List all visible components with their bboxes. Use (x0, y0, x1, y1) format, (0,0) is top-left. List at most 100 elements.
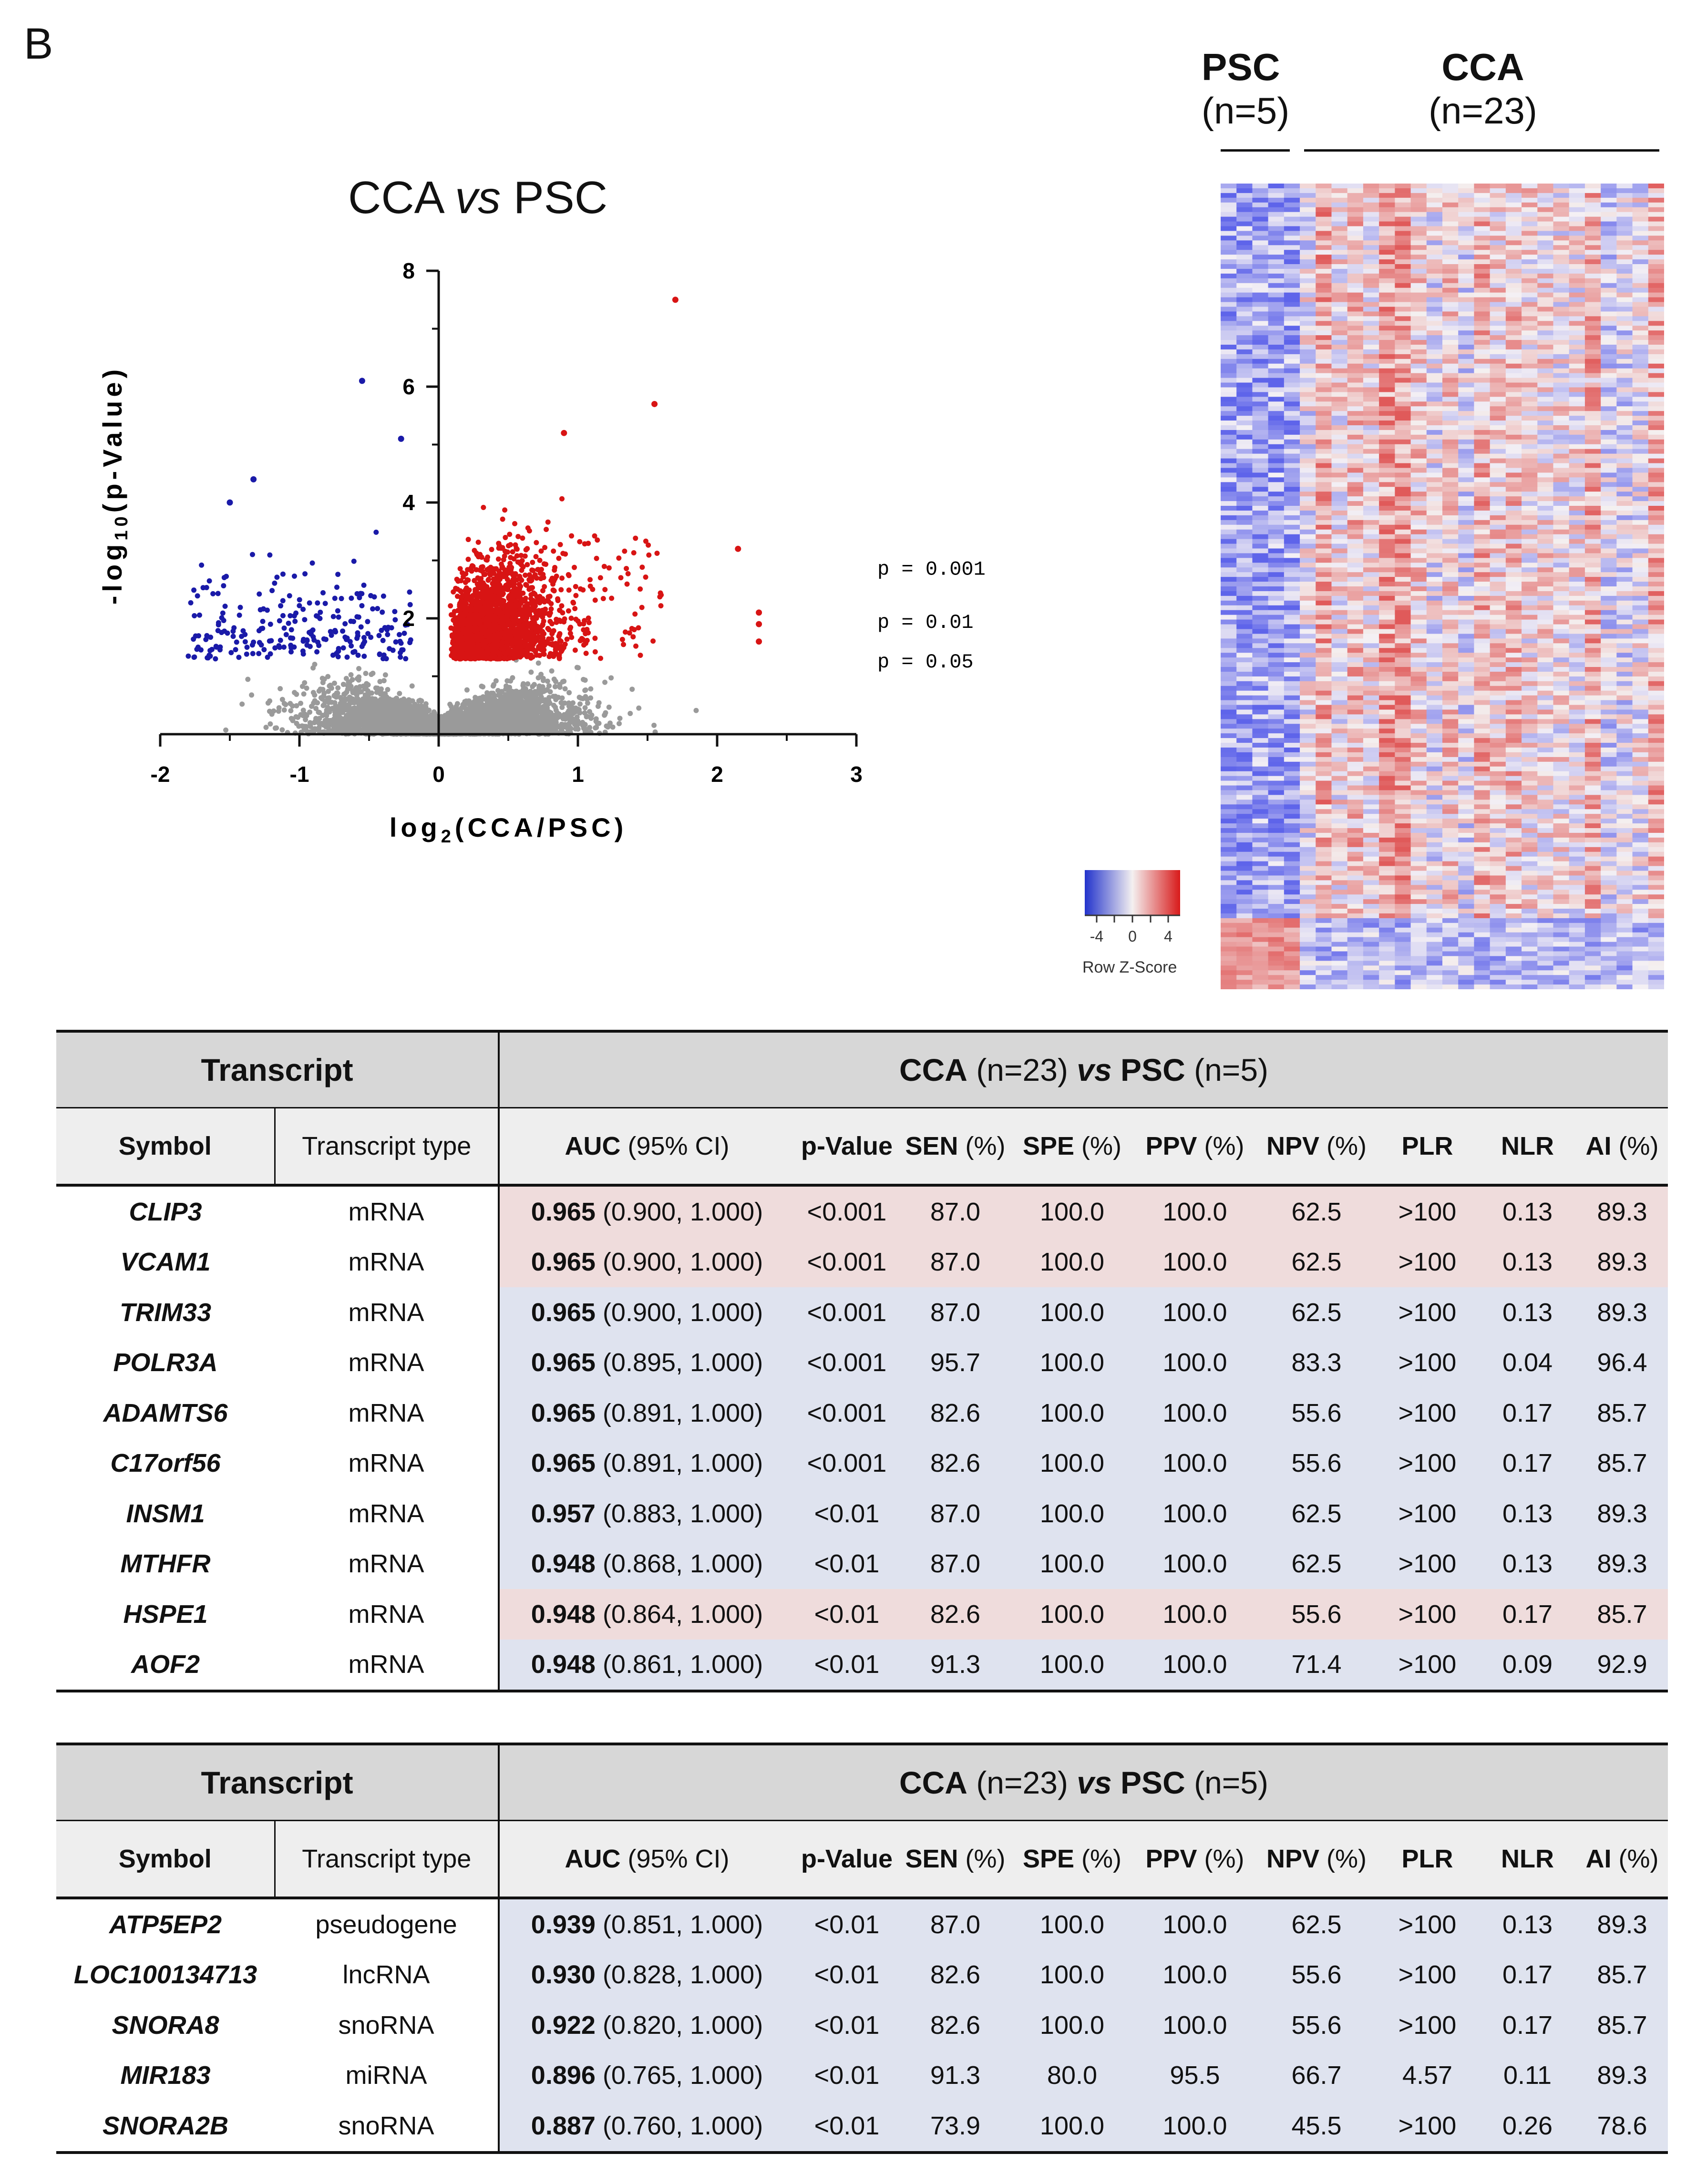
ns-point (607, 720, 613, 726)
ns-point (576, 665, 581, 671)
ns-point (593, 718, 599, 724)
ns-point (547, 689, 553, 695)
ns-point (325, 674, 331, 679)
ns-point (346, 685, 352, 691)
ns-point (398, 697, 404, 703)
ns-point (447, 701, 453, 707)
ns-point (356, 666, 362, 671)
ns-point (394, 696, 400, 701)
ns-point (509, 728, 514, 734)
ns-point (294, 720, 299, 726)
ns-point (317, 728, 322, 734)
ns-point (553, 705, 558, 710)
ns-point (577, 710, 583, 716)
ns-point (489, 690, 494, 696)
ns-point (535, 675, 541, 681)
ns-point (566, 690, 572, 696)
ns-point (385, 687, 391, 692)
ns-point (223, 727, 229, 733)
ns-point (557, 684, 563, 690)
ns-point (500, 702, 505, 707)
ns-point (365, 693, 371, 698)
ns-point (552, 684, 558, 689)
ns-point (303, 728, 309, 733)
ns-point (693, 707, 699, 713)
ns-point (546, 683, 552, 689)
ns-point (331, 680, 337, 686)
ns-point (245, 677, 251, 682)
ns-point (586, 709, 592, 715)
ns-point (292, 690, 298, 696)
ns-point (336, 711, 341, 717)
ns-point (409, 683, 415, 689)
ns-point (593, 725, 598, 731)
ns-point (582, 705, 588, 711)
ns-point (318, 695, 324, 701)
ns-point (419, 698, 424, 704)
ns-point (576, 695, 582, 700)
ns-point (570, 705, 576, 711)
ns-points (223, 657, 699, 737)
ns-point (502, 697, 507, 702)
ns-point (581, 724, 587, 729)
title-part-b: PSC (501, 172, 608, 223)
ns-point (549, 668, 555, 674)
ns-point (333, 694, 339, 700)
ns-point (312, 662, 318, 667)
ns-point (610, 724, 616, 730)
ns-point (307, 709, 313, 715)
ns-point (356, 724, 361, 730)
ns-point (249, 692, 255, 698)
ns-point (331, 722, 337, 728)
ns-point (308, 724, 313, 729)
ns-point (595, 703, 601, 709)
ns-point (382, 672, 388, 678)
ns-point (460, 704, 466, 709)
ns-point (353, 690, 359, 696)
ns-point (538, 685, 544, 690)
ns-point (617, 721, 622, 727)
ns-point (488, 696, 494, 701)
ns-point (583, 687, 588, 693)
ns-point (370, 670, 376, 676)
ns-point (302, 680, 308, 686)
ns-point (584, 697, 590, 702)
ns-point (326, 688, 331, 694)
ns-point (335, 685, 341, 691)
ns-point (279, 697, 285, 702)
ns-point (484, 690, 490, 696)
ns-point (582, 677, 588, 683)
ns-point (318, 687, 323, 692)
panel-label: B (24, 20, 53, 68)
ns-point (347, 679, 353, 685)
ns-point (317, 710, 322, 716)
ns-point (454, 701, 460, 707)
ns-point (602, 712, 608, 718)
ns-point (532, 716, 538, 722)
title-part-a: CCA (348, 172, 455, 223)
ns-point (279, 727, 285, 733)
ns-point (535, 660, 541, 666)
volcano-title: CCA vs PSC (348, 172, 607, 224)
ns-point (532, 682, 537, 687)
ns-point (561, 712, 567, 718)
ns-point (545, 705, 550, 711)
ns-point (410, 698, 415, 704)
ns-point (347, 694, 352, 700)
ns-point (562, 700, 567, 706)
ns-point (278, 686, 283, 692)
ns-point (506, 686, 512, 691)
ns-point (636, 705, 642, 711)
ns-point (577, 701, 583, 707)
ns-point (290, 718, 296, 723)
ns-point (604, 723, 609, 729)
ns-point (357, 684, 363, 689)
ns-point (553, 694, 558, 699)
ns-point (507, 697, 513, 703)
ns-point (545, 678, 550, 684)
ns-point (566, 726, 572, 732)
ns-point (617, 716, 623, 721)
ns-point (540, 676, 546, 681)
ns-point (562, 686, 568, 692)
